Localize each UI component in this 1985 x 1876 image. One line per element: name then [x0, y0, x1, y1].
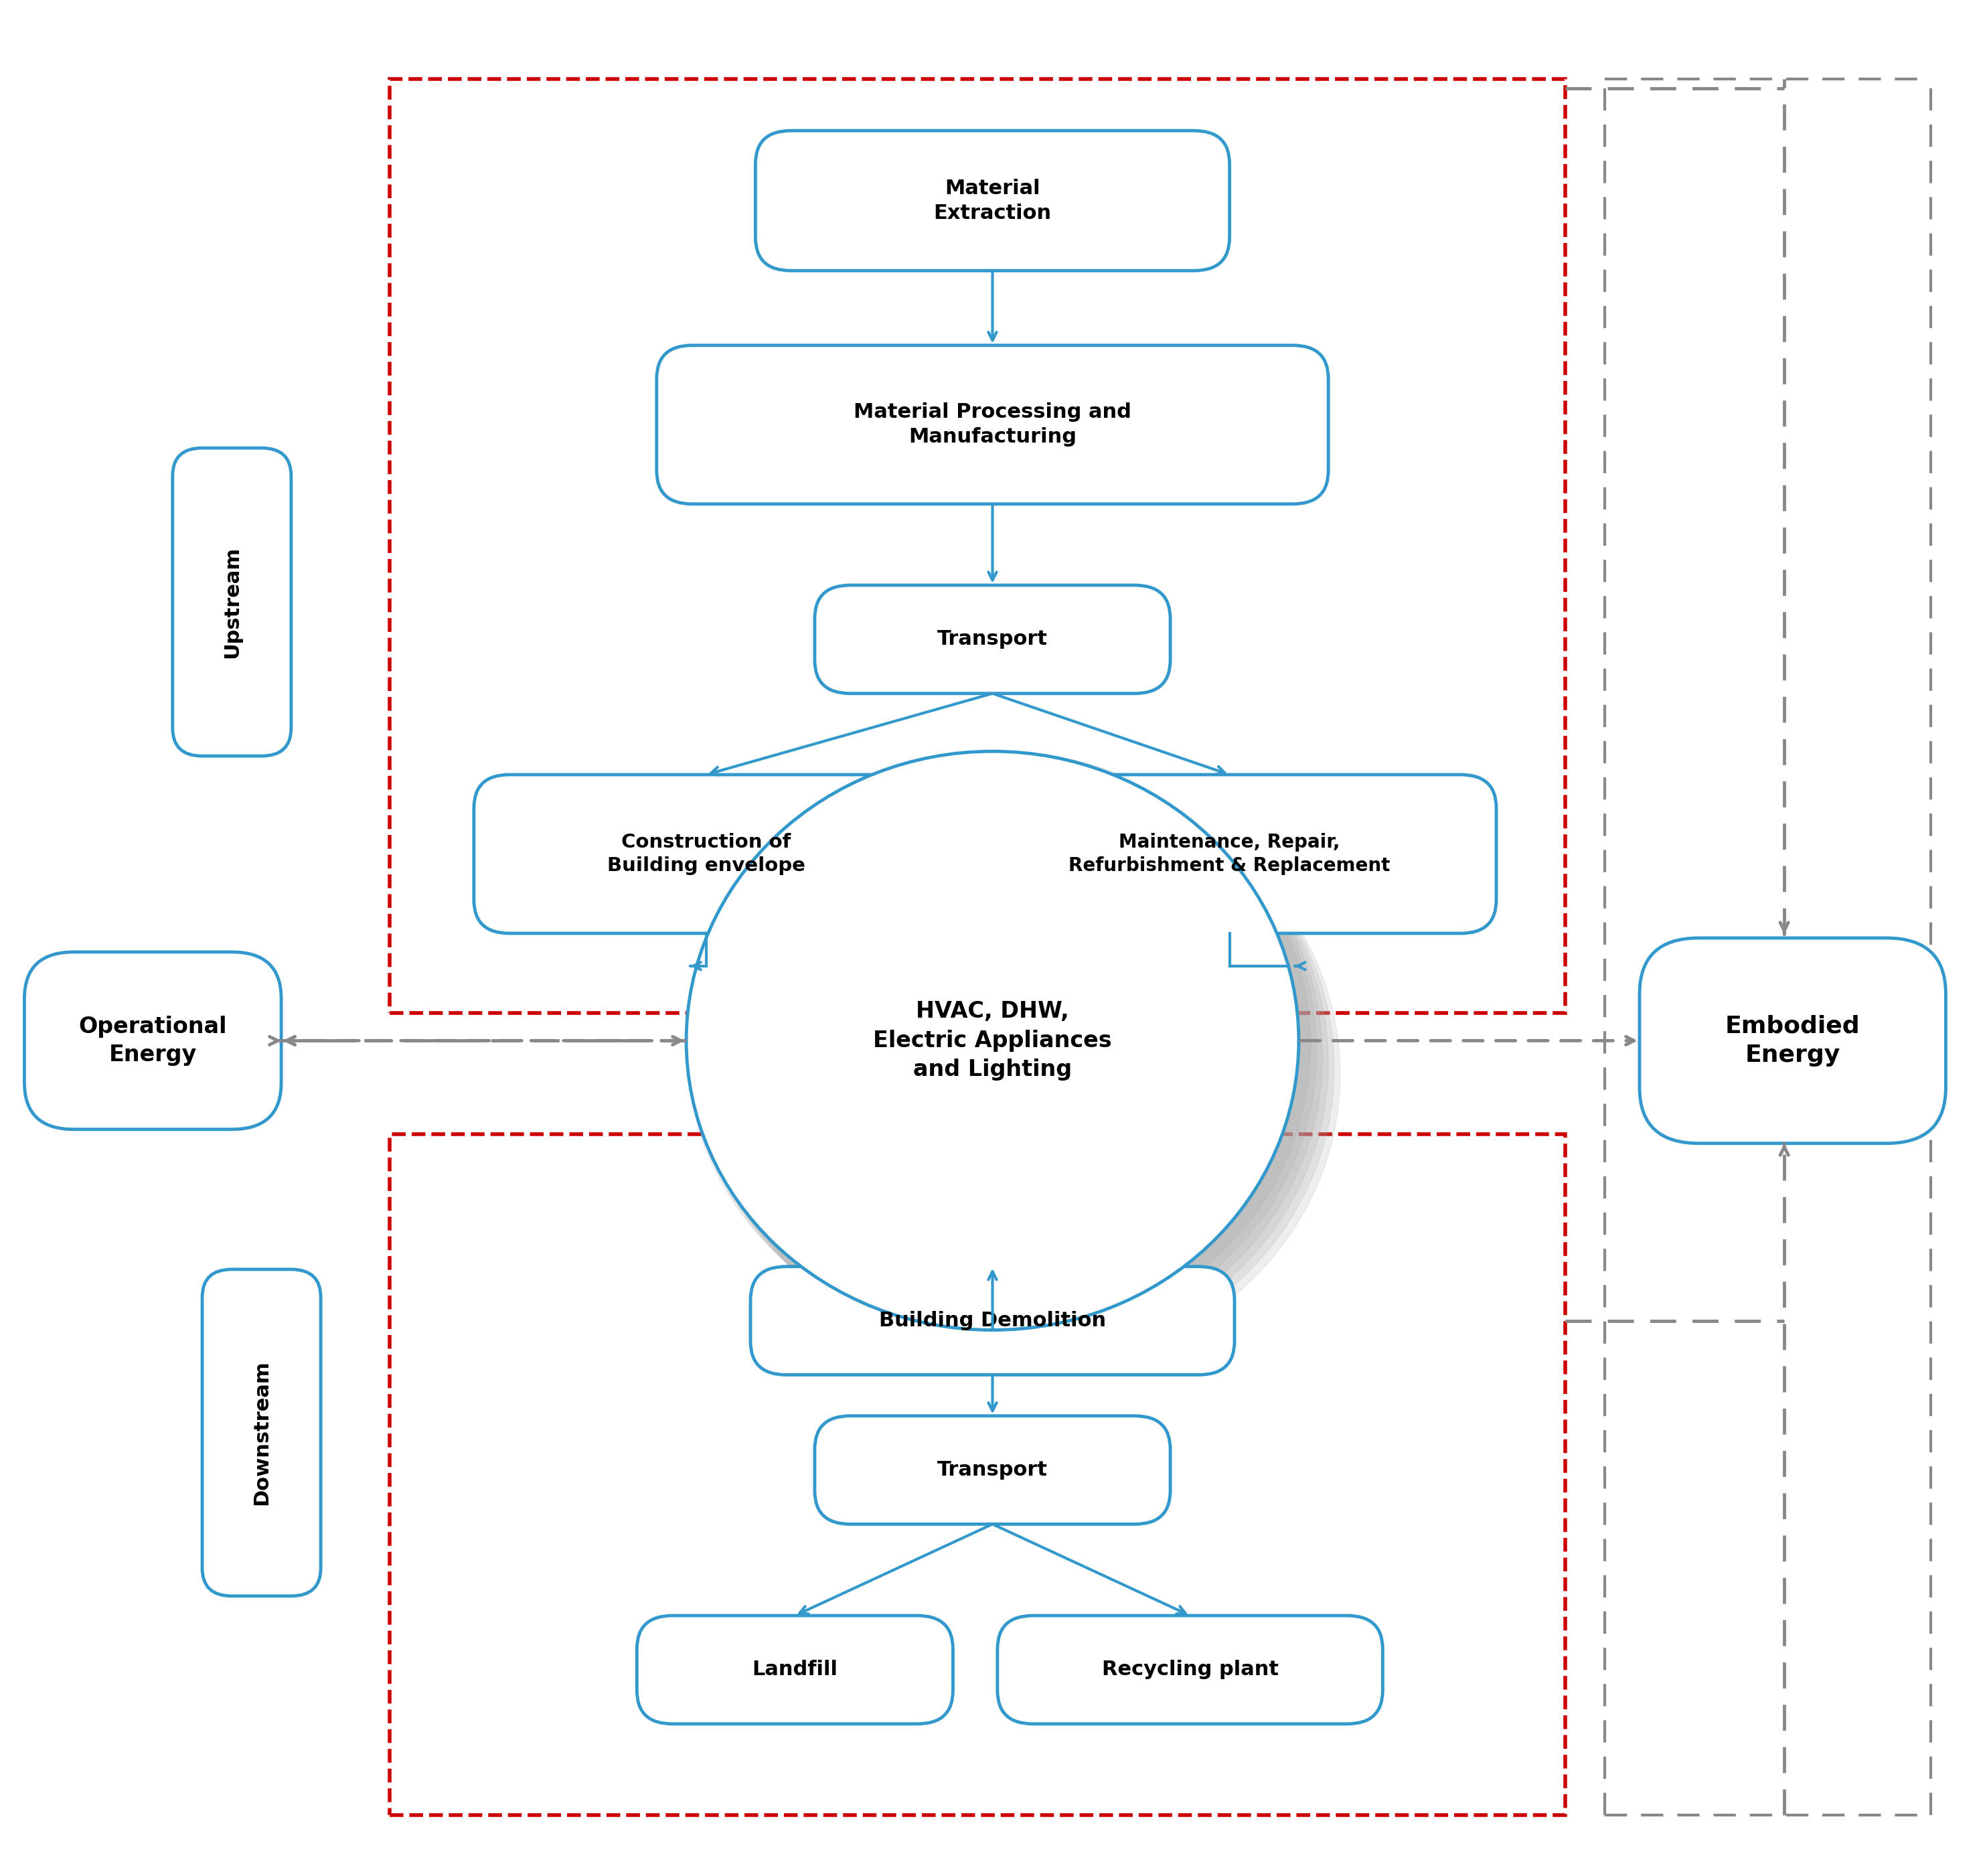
FancyBboxPatch shape [756, 131, 1229, 270]
FancyBboxPatch shape [814, 585, 1171, 694]
Text: Landfill: Landfill [752, 1660, 838, 1679]
FancyBboxPatch shape [1640, 938, 1945, 1142]
Text: HVAC, DHW,
Electric Appliances
and Lighting: HVAC, DHW, Electric Appliances and Light… [873, 1000, 1112, 1081]
Text: Upstream: Upstream [222, 546, 242, 658]
Text: Recycling plant: Recycling plant [1102, 1660, 1278, 1679]
Ellipse shape [711, 773, 1334, 1364]
Ellipse shape [693, 756, 1316, 1347]
FancyBboxPatch shape [637, 1615, 953, 1724]
FancyBboxPatch shape [24, 951, 282, 1129]
Ellipse shape [687, 750, 1298, 1330]
FancyBboxPatch shape [750, 1266, 1235, 1375]
FancyBboxPatch shape [996, 1615, 1384, 1724]
Text: Transport: Transport [937, 630, 1048, 649]
Text: Material Processing and
Manufacturing: Material Processing and Manufacturing [854, 403, 1131, 446]
Ellipse shape [687, 750, 1310, 1341]
Text: Downstream: Downstream [252, 1360, 272, 1505]
FancyBboxPatch shape [963, 775, 1497, 934]
Text: Material
Extraction: Material Extraction [933, 178, 1052, 223]
FancyBboxPatch shape [173, 448, 292, 756]
FancyBboxPatch shape [657, 345, 1328, 505]
Ellipse shape [717, 779, 1340, 1369]
Text: Transport: Transport [937, 1460, 1048, 1480]
FancyBboxPatch shape [474, 775, 939, 934]
Ellipse shape [699, 762, 1322, 1353]
Text: Embodied
Energy: Embodied Energy [1725, 1015, 1860, 1067]
Text: Construction of
Building envelope: Construction of Building envelope [607, 833, 806, 876]
Text: Building Demolition: Building Demolition [879, 1311, 1106, 1330]
FancyBboxPatch shape [814, 1416, 1171, 1523]
Text: Operational
Energy: Operational Energy [79, 1015, 226, 1066]
FancyBboxPatch shape [202, 1270, 322, 1596]
Text: Maintenance, Repair,
Refurbishment & Replacement: Maintenance, Repair, Refurbishment & Rep… [1068, 833, 1390, 876]
Ellipse shape [705, 767, 1328, 1358]
